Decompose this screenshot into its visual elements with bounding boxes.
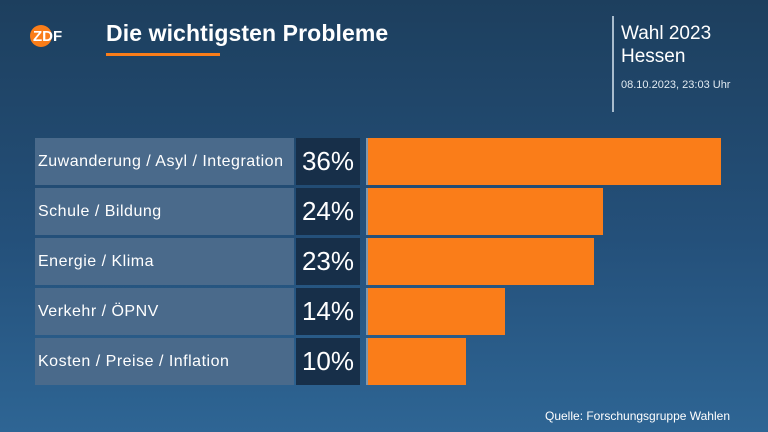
bar-baseline	[366, 338, 368, 385]
header-divider	[612, 16, 614, 112]
value-label: 23%	[296, 238, 360, 285]
bar-baseline	[366, 288, 368, 335]
election-info: Wahl 2023 Hessen	[621, 22, 761, 68]
category-label: Energie / Klima	[35, 238, 294, 285]
source-note: Quelle: Forschungsgruppe Wahlen	[545, 409, 730, 423]
bar	[368, 288, 505, 335]
timestamp: 08.10.2023, 23:03 Uhr	[621, 79, 731, 91]
category-label: Schule / Bildung	[35, 188, 294, 235]
bar	[368, 338, 466, 385]
page-title: Die wichtigsten Probleme	[106, 20, 389, 46]
election-name: Wahl 2023	[621, 23, 712, 44]
zdf-logo: ZDF	[30, 25, 62, 47]
election-state: Hessen	[621, 46, 686, 67]
value-label: 36%	[296, 138, 360, 185]
value-label: 10%	[296, 338, 360, 385]
bar-baseline	[366, 188, 368, 235]
category-label: Kosten / Preise / Inflation	[35, 338, 294, 385]
value-label: 14%	[296, 288, 360, 335]
bar	[368, 138, 721, 185]
bar-baseline	[366, 138, 368, 185]
bar	[368, 238, 594, 285]
category-label: Zuwanderung / Asyl / Integration	[35, 138, 294, 185]
title-underline	[106, 53, 220, 56]
logo-text: ZDF	[33, 28, 62, 45]
bar-baseline	[366, 238, 368, 285]
bar	[368, 188, 603, 235]
category-label: Verkehr / ÖPNV	[35, 288, 294, 335]
value-label: 24%	[296, 188, 360, 235]
